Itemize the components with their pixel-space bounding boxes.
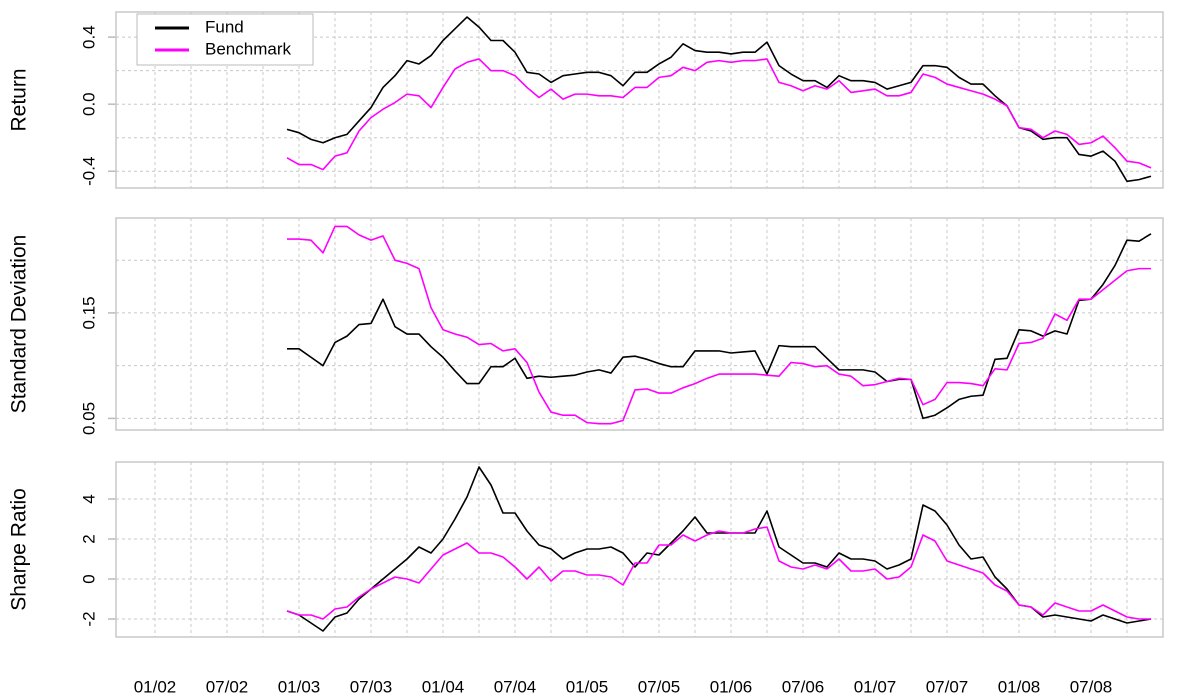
y-tick-label: -2 [79,611,98,626]
y-axis-label: Sharpe Ratio [8,488,31,611]
series-line [286,58,1152,171]
x-tick-label: 01/04 [422,677,465,696]
series-line [286,466,1152,632]
x-tick-label: 07/08 [1070,677,1113,696]
x-tick-label: 01/03 [278,677,321,696]
x-tick-label: 07/04 [494,677,537,696]
legend-label: Benchmark [205,39,291,58]
plot-frame [115,217,1164,431]
x-tick-label: 01/02 [134,677,177,696]
y-tick-label: 0.15 [79,296,98,329]
x-tick-label: 01/06 [710,677,753,696]
series-line [287,233,1152,420]
y-tick-label: 0.0 [79,92,98,116]
y-axis-label: Return [8,68,31,131]
y-tick-label: 0.4 [79,25,98,49]
x-tick-label: 07/07 [926,677,969,696]
y-tick-label: -0.4 [79,157,98,186]
x-tick-label: 07/05 [638,677,681,696]
x-tick-label: 07/06 [782,677,825,696]
y-axis-label: Standard Deviation [8,235,31,414]
x-tick-label: 01/07 [854,677,897,696]
plot-frame [115,461,1164,638]
y-tick-label: 2 [79,534,98,543]
x-tick-label: 07/02 [206,677,249,696]
x-tick-label: 01/05 [566,677,609,696]
y-tick-label: 0.05 [79,402,98,435]
plot-frame [115,11,1164,189]
series-line [286,526,1151,620]
y-tick-label: 0 [79,574,98,583]
series-line [286,16,1152,183]
y-tick-label: 4 [79,494,98,503]
legend-label: Fund [205,17,244,36]
x-tick-label: 01/08 [998,677,1041,696]
legend-box [136,13,314,66]
x-tick-label: 07/03 [350,677,393,696]
series-line [287,225,1151,425]
